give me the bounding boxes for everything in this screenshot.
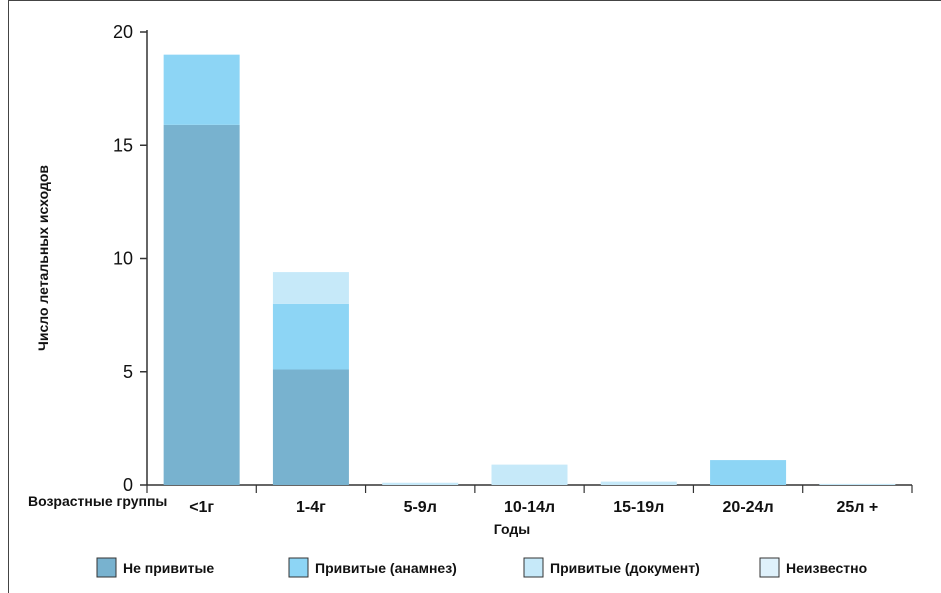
x-tick-label: <1г xyxy=(189,499,214,516)
y-axis-ticks: 0 5 10 15 20 xyxy=(113,22,147,495)
y-axis-title: Число летальных исходов xyxy=(35,165,51,351)
x-tick-label: 5-9л xyxy=(404,499,437,516)
x-tick-label: 15-19л xyxy=(613,499,664,516)
legend-swatch xyxy=(288,557,309,578)
x-group-label: Возрастные группы xyxy=(28,493,167,509)
bar-segment xyxy=(382,482,459,485)
chart-bars xyxy=(163,54,896,486)
legend-swatch xyxy=(96,557,117,578)
x-tick-label: 10-14л xyxy=(504,499,555,516)
x-tick-label: 25л + xyxy=(836,499,878,516)
bar-segment xyxy=(819,483,896,485)
x-tick-label: 1-4г xyxy=(296,499,326,516)
chart-axes xyxy=(146,30,912,486)
x-tick-label: 20-24л xyxy=(723,499,774,516)
bar-segment xyxy=(163,124,240,486)
bar-segment xyxy=(272,369,349,485)
y-tick-label: 10 xyxy=(113,249,133,269)
bar-segment xyxy=(600,481,677,485)
y-tick-label: 15 xyxy=(113,135,133,155)
legend-label: Не привитые xyxy=(123,560,214,576)
x-axis-title: Годы xyxy=(494,521,530,537)
bar-segment xyxy=(272,303,349,370)
y-tick-label: 0 xyxy=(123,475,133,495)
legend-label: Привитые (документ) xyxy=(550,560,700,576)
y-tick-label: 20 xyxy=(113,22,133,42)
bar-segment xyxy=(163,54,240,125)
x-axis-ticks: <1г 1-4г 5-9л 10-14л 15-19л 20-24л 25л + xyxy=(146,485,913,516)
legend-swatch xyxy=(523,557,544,578)
bar-segment xyxy=(491,464,568,485)
frame-top-border xyxy=(8,0,941,1)
y-tick-label: 5 xyxy=(123,362,133,382)
chart-legend: Не привитые Привитые (анамнез) Привитые (д… xyxy=(96,557,867,578)
legend-label: Неизвестно xyxy=(786,560,867,576)
frame-left-border xyxy=(8,0,9,593)
bar-segment xyxy=(272,272,349,304)
bar-segment xyxy=(710,460,787,485)
legend-swatch xyxy=(759,557,780,578)
legend-label: Привитые (анамнез) xyxy=(315,560,457,576)
